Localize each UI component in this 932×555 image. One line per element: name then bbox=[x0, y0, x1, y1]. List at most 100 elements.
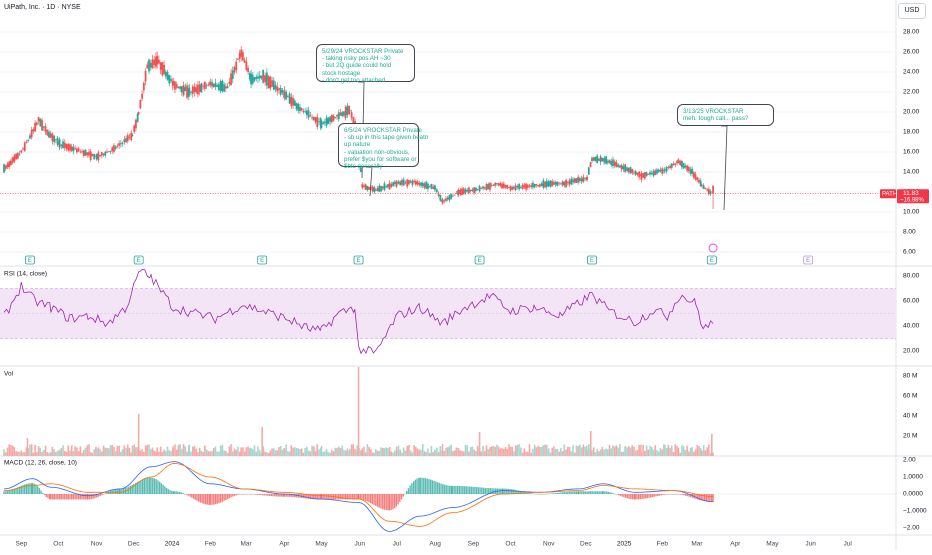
volume-bar bbox=[165, 451, 167, 456]
macd-hist-bar bbox=[45, 494, 47, 497]
macd-hist-bar bbox=[216, 494, 218, 504]
candle-body bbox=[250, 73, 252, 85]
candle-body bbox=[344, 107, 347, 118]
candle-body bbox=[219, 81, 222, 92]
macd-hist-bar bbox=[634, 494, 636, 500]
time-tick-label: Nov bbox=[91, 541, 103, 548]
volume-bar bbox=[118, 445, 120, 456]
note-callout-1[interactable]: 5/29/24 VROCKSTAR Private - taking risky … bbox=[316, 44, 415, 84]
macd-tick-label: 2.00 bbox=[903, 457, 916, 464]
volume-bar bbox=[406, 445, 408, 456]
volume-bar bbox=[380, 447, 382, 456]
candle-body bbox=[164, 71, 167, 77]
macd-hist-bar bbox=[86, 494, 88, 500]
candle-body bbox=[69, 144, 71, 151]
macd-hist-bar bbox=[544, 493, 547, 495]
macd-hist-bar bbox=[83, 494, 85, 500]
candle-body bbox=[698, 179, 700, 183]
macd-hist-bar bbox=[695, 494, 697, 499]
volume-bar bbox=[274, 450, 277, 456]
volume-bar bbox=[475, 451, 477, 456]
macd-hist-bar bbox=[69, 494, 71, 500]
candle-body bbox=[620, 164, 623, 170]
macd-hist-bar bbox=[435, 481, 437, 494]
volume-bar bbox=[322, 452, 324, 456]
candle-body bbox=[184, 87, 187, 92]
volume-bar bbox=[279, 445, 282, 456]
macd-hist-bar bbox=[30, 483, 33, 494]
candle-body bbox=[67, 143, 70, 151]
candle-body bbox=[253, 77, 256, 81]
time-tick-label: Jun bbox=[805, 541, 816, 548]
volume-bar bbox=[302, 452, 305, 456]
macd-hist-bar bbox=[70, 494, 73, 500]
macd-hist-bar bbox=[579, 491, 581, 494]
volume-bar bbox=[177, 444, 180, 456]
candle-body bbox=[346, 105, 349, 115]
volume-bar bbox=[667, 444, 670, 456]
candle-body bbox=[544, 181, 546, 188]
macd-hist-bar bbox=[400, 494, 403, 500]
candle-body bbox=[696, 177, 699, 181]
macd-hist-bar bbox=[20, 485, 22, 494]
earnings-marker bbox=[706, 255, 717, 265]
candle-body bbox=[104, 151, 107, 156]
macd-hist-bar bbox=[53, 494, 56, 500]
volume-bar bbox=[86, 445, 89, 456]
candle-body bbox=[577, 176, 580, 183]
volume-bar bbox=[223, 450, 225, 456]
macd-hist-bar bbox=[674, 494, 676, 495]
candle-body bbox=[72, 146, 75, 152]
candle-body bbox=[302, 110, 305, 113]
volume-bar bbox=[188, 444, 191, 456]
macd-hist-bar bbox=[460, 486, 462, 494]
macd-tick-label: 0.0000 bbox=[903, 491, 923, 498]
volume-bar bbox=[659, 447, 662, 456]
macd-hist-bar bbox=[412, 481, 415, 494]
candle-body bbox=[44, 126, 47, 132]
volume-bar bbox=[250, 447, 252, 456]
candle-body bbox=[224, 86, 227, 89]
candle-body bbox=[540, 183, 543, 186]
candle-body bbox=[149, 62, 152, 68]
candle-body bbox=[231, 70, 234, 79]
candle-body bbox=[191, 86, 194, 94]
rsi-line bbox=[3, 268, 714, 355]
candle-body bbox=[712, 186, 714, 194]
volume-bar bbox=[332, 451, 335, 456]
candle-body bbox=[547, 181, 550, 186]
macd-hist-bar bbox=[97, 494, 100, 497]
candle-body bbox=[148, 59, 150, 72]
candle-body bbox=[205, 85, 208, 87]
candle-body bbox=[461, 188, 463, 196]
macd-hist-bar bbox=[240, 494, 243, 495]
candle-body bbox=[179, 86, 182, 90]
candle-body bbox=[492, 185, 495, 186]
volume-bar bbox=[74, 446, 76, 456]
macd-hist-bar bbox=[25, 483, 28, 494]
volume-bar bbox=[549, 452, 552, 456]
candle-body bbox=[565, 179, 567, 188]
macd-hist-bar bbox=[260, 494, 262, 496]
volume-bar bbox=[404, 450, 407, 456]
volume-bar bbox=[513, 451, 515, 456]
candle-body bbox=[212, 83, 215, 88]
macd-hist-bar bbox=[504, 488, 506, 494]
volume-bar bbox=[55, 451, 57, 456]
note-callout-3[interactable]: 3/13/25 VROCKSTAR meh. tough call... pass… bbox=[677, 104, 774, 126]
note-callout-2[interactable]: 6/5/24 VROCKSTAR Private - sb up in this … bbox=[338, 123, 428, 170]
macd-hist-bar bbox=[13, 488, 16, 494]
candle-body bbox=[409, 181, 412, 183]
macd-hist-bar bbox=[113, 489, 115, 494]
volume-bar bbox=[191, 446, 194, 456]
candle-body bbox=[474, 187, 477, 191]
macd-hist-bar bbox=[118, 488, 120, 494]
currency-selector[interactable]: USD bbox=[898, 3, 926, 19]
candle-body bbox=[462, 188, 465, 195]
macd-hist-bar bbox=[228, 494, 231, 499]
volume-bar bbox=[702, 444, 705, 456]
volume-bar bbox=[135, 447, 137, 456]
macd-hist-bar bbox=[129, 485, 132, 494]
volume-bar bbox=[269, 450, 272, 456]
candle-body bbox=[247, 67, 249, 72]
